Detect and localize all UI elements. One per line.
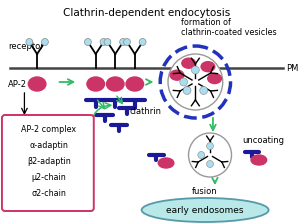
Circle shape <box>41 39 48 45</box>
Ellipse shape <box>158 158 174 168</box>
Circle shape <box>207 161 213 168</box>
Ellipse shape <box>201 62 215 72</box>
Text: formation of
clathrin-coated vesicles: formation of clathrin-coated vesicles <box>181 18 276 37</box>
Ellipse shape <box>87 77 104 91</box>
Text: clathrin: clathrin <box>130 106 162 116</box>
Circle shape <box>183 86 191 95</box>
Circle shape <box>100 39 107 45</box>
Ellipse shape <box>28 77 46 91</box>
Text: fusion: fusion <box>192 187 218 196</box>
Circle shape <box>104 39 111 45</box>
Circle shape <box>198 151 205 159</box>
Text: PM: PM <box>286 63 298 73</box>
Text: μ2-chain: μ2-chain <box>32 173 66 182</box>
Circle shape <box>188 133 232 177</box>
Text: uncoating: uncoating <box>242 136 284 144</box>
Text: β2-adaptin: β2-adaptin <box>27 157 71 166</box>
Circle shape <box>85 39 91 45</box>
Ellipse shape <box>251 155 267 165</box>
Circle shape <box>26 39 33 45</box>
Text: AP-2: AP-2 <box>8 80 27 88</box>
Circle shape <box>180 78 188 86</box>
Text: receptor: receptor <box>8 42 43 51</box>
Text: α-adaptin: α-adaptin <box>29 141 68 150</box>
Text: σ2-chain: σ2-chain <box>32 189 66 198</box>
Circle shape <box>120 39 127 45</box>
Ellipse shape <box>170 70 184 80</box>
Circle shape <box>207 142 213 149</box>
Ellipse shape <box>126 77 144 91</box>
Text: AP-2 complex: AP-2 complex <box>21 125 76 134</box>
FancyBboxPatch shape <box>2 115 94 211</box>
Circle shape <box>139 39 146 45</box>
Circle shape <box>168 54 223 110</box>
Circle shape <box>191 66 199 74</box>
Ellipse shape <box>106 77 124 91</box>
Text: Clathrin-dependent endocytosis: Clathrin-dependent endocytosis <box>63 8 230 18</box>
Circle shape <box>200 86 208 95</box>
Ellipse shape <box>142 198 268 222</box>
Circle shape <box>124 39 130 45</box>
Text: early endosomes: early endosomes <box>167 205 244 215</box>
Ellipse shape <box>208 73 221 84</box>
Ellipse shape <box>182 58 196 68</box>
